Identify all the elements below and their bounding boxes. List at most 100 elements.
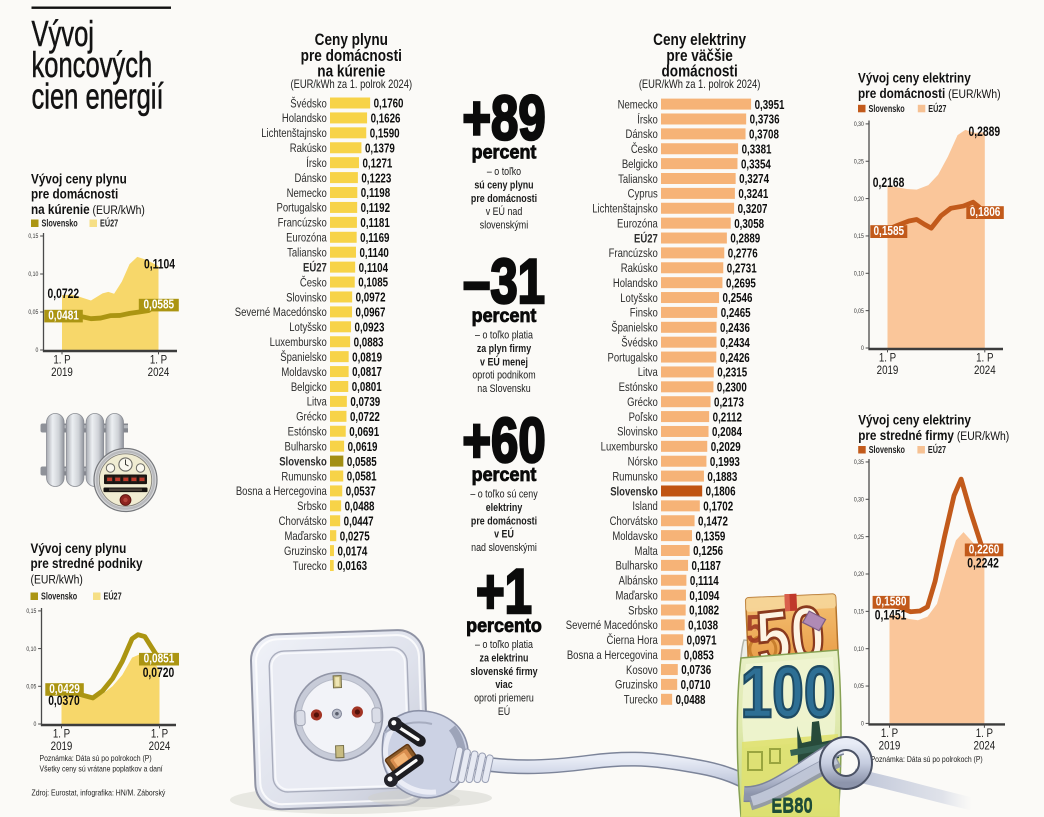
svg-text:Vývoj ceny plynu: Vývoj ceny plynu [31,171,127,187]
svg-text:Finsko: Finsko [630,307,658,320]
svg-text:0,1256: 0,1256 [693,544,723,559]
svg-text:EÚ27: EÚ27 [634,231,658,245]
svg-text:0,10: 0,10 [26,646,36,653]
svg-text:viac: viac [495,679,513,691]
svg-text:elektriny: elektriny [486,502,523,514]
svg-text:EÚ27: EÚ27 [303,260,327,274]
svg-text:Bulharsko: Bulharsko [284,440,326,453]
svg-text:pre väčšie: pre väčšie [666,47,732,66]
svg-text:0,10: 0,10 [28,272,38,279]
svg-text:0,1104: 0,1104 [144,256,175,272]
svg-text:pre domácnosti: pre domácnosti [301,47,402,66]
svg-text:Bulharsko: Bulharsko [615,560,657,573]
svg-text:0,1094: 0,1094 [689,588,719,603]
svg-text:0,0370: 0,0370 [48,693,80,709]
svg-text:za elektrinu: za elektrinu [480,652,529,664]
svg-text:0: 0 [861,721,864,728]
svg-text:EB80: EB80 [771,794,813,817]
svg-text:v EÚ menej: v EÚ menej [480,354,528,368]
svg-text:pre domácnosti: pre domácnosti [31,186,118,202]
svg-text:0,1271: 0,1271 [362,156,392,171]
svg-text:0,1585: 0,1585 [873,224,904,239]
svg-text:0,0722: 0,0722 [48,286,80,302]
svg-text:EÚ27: EÚ27 [928,102,946,115]
svg-text:1. P: 1. P [53,728,70,741]
svg-text:domácnosti: domácnosti [661,62,737,81]
svg-text:v EÚ: v EÚ [494,527,514,541]
svg-text:Rakúsko: Rakúsko [621,262,658,275]
svg-text:0,0722: 0,0722 [350,410,380,425]
svg-text:100: 100 [740,652,835,733]
svg-text:1. P: 1. P [879,352,896,365]
svg-text:2024: 2024 [149,740,171,753]
svg-text:Slovensko: Slovensko [610,485,658,498]
svg-text:0,15: 0,15 [854,234,864,241]
svg-text:Portugalsko: Portugalsko [277,202,327,215]
svg-text:Nórsko: Nórsko [628,455,658,468]
svg-text:percento: percento [466,614,542,636]
svg-text:0,0851: 0,0851 [144,651,175,666]
svg-text:EÚ27: EÚ27 [928,443,946,456]
svg-text:v EÚ nad: v EÚ nad [486,204,523,218]
svg-text:Turecko: Turecko [624,694,658,707]
svg-text:Poľsko: Poľsko [629,411,658,424]
svg-text:0,20: 0,20 [854,572,864,579]
svg-text:0,1198: 0,1198 [361,186,391,201]
svg-text:0,1472: 0,1472 [698,514,728,529]
svg-text:Estónsko: Estónsko [288,426,327,439]
svg-text:Vývoj ceny elektriny: Vývoj ceny elektriny [858,70,972,86]
svg-text:Lotyšsko: Lotyšsko [289,321,327,334]
svg-text:Bosna a Hercegovina: Bosna a Hercegovina [236,485,328,498]
svg-text:Belgicko: Belgicko [291,381,327,394]
svg-text:Eurozóna: Eurozóna [286,232,328,245]
svg-text:za plyn firmy: za plyn firmy [477,343,532,355]
svg-text:0,0883: 0,0883 [354,335,384,350]
svg-text:0,25: 0,25 [854,534,864,541]
svg-text:Vývoj ceny elektriny: Vývoj ceny elektriny [858,412,972,428]
svg-text:0,0819: 0,0819 [352,350,382,365]
svg-text:0,3736: 0,3736 [750,112,780,127]
svg-text:0,2436: 0,2436 [720,321,750,336]
svg-text:Dánsko: Dánsko [295,172,327,185]
svg-text:Slovinsko: Slovinsko [617,426,658,439]
svg-text:0,3951: 0,3951 [755,97,785,112]
svg-text:oproti podnikom: oproti podnikom [472,370,535,382]
svg-text:0,2889: 0,2889 [730,231,760,246]
svg-text:Slovensko: Slovensko [279,455,327,468]
svg-text:0,0447: 0,0447 [344,514,374,529]
svg-text:Cyprus: Cyprus [628,188,659,201]
svg-text:0,1451: 0,1451 [875,607,907,623]
svg-text:0,2465: 0,2465 [721,306,751,321]
svg-text:Estónsko: Estónsko [619,381,658,394]
svg-text:0,3708: 0,3708 [749,127,779,142]
svg-text:Francúzsko: Francúzsko [609,247,658,260]
svg-text:Taliansko: Taliansko [618,173,658,186]
svg-text:0,0736: 0,0736 [681,663,711,678]
svg-text:0,1580: 0,1580 [876,594,907,609]
svg-text:Gruzinsko: Gruzinsko [284,545,327,558]
svg-text:2019: 2019 [51,366,73,379]
svg-text:Gruzinsko: Gruzinsko [615,679,658,692]
svg-text:0,0581: 0,0581 [347,469,377,484]
svg-text:Slovensko: Slovensko [869,103,905,114]
svg-text:Slovensko: Slovensko [41,590,77,601]
svg-text:0,1192: 0,1192 [361,201,390,216]
svg-text:Grécko: Grécko [627,396,658,409]
svg-text:Island: Island [632,500,657,513]
svg-text:Dánsko: Dánsko [626,128,658,141]
svg-text:0,0481: 0,0481 [48,308,79,323]
svg-text:Maďarsko: Maďarsko [284,530,326,543]
svg-text:0,3354: 0,3354 [741,157,771,172]
svg-text:Kosovo: Kosovo [626,664,658,677]
svg-text:0,0720: 0,0720 [143,665,175,681]
svg-text:0,1760: 0,1760 [374,96,404,111]
svg-text:Vývoj ceny plynu: Vývoj ceny plynu [30,540,126,556]
svg-text:Grécko: Grécko [296,411,327,424]
svg-text:Taliansko: Taliansko [287,246,327,259]
svg-text:0,3381: 0,3381 [742,142,772,157]
svg-text:koncových: koncových [32,44,153,86]
svg-text:0,1181: 0,1181 [360,216,390,231]
svg-text:Malta: Malta [635,545,659,558]
svg-text:0: 0 [33,722,36,729]
svg-text:0,05: 0,05 [854,308,864,315]
